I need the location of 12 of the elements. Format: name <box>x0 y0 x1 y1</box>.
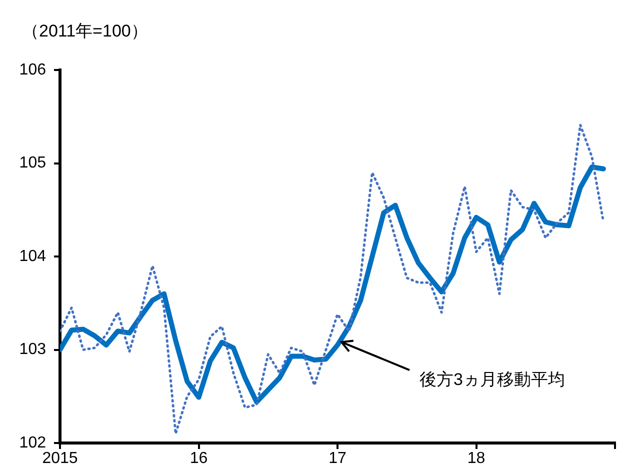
x-tick-label: 18 <box>467 450 486 468</box>
x-tick-label: 16 <box>190 450 208 468</box>
x-tick-label: 17 <box>328 450 346 468</box>
x-tick-label: 2015 <box>42 450 78 468</box>
line-series <box>60 124 605 435</box>
y-tick-label: 103 <box>19 341 46 358</box>
y-tick-label: 105 <box>19 154 46 172</box>
y-tick-label: 104 <box>19 248 46 265</box>
y-axis-title: （2011年=100） <box>22 22 148 41</box>
annotation: 後方3ヵ月移動平均 <box>420 370 565 389</box>
y-tick-label: 102 <box>19 434 46 452</box>
y-tick-label: 106 <box>19 61 46 78</box>
